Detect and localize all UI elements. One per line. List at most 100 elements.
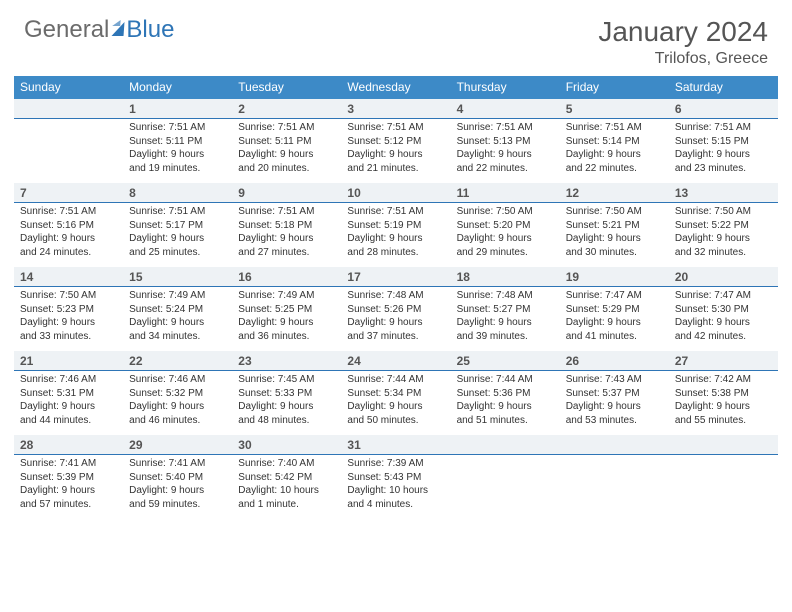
day-sunset: Sunset: 5:36 PM	[457, 387, 554, 401]
day-number: 5	[560, 99, 669, 118]
daynum-row: 123456	[14, 99, 778, 119]
day-number: 22	[123, 351, 232, 370]
day-number: 16	[232, 267, 341, 286]
day-cell: Sunrise: 7:46 AMSunset: 5:32 PMDaylight:…	[123, 371, 232, 435]
day-cell: Sunrise: 7:42 AMSunset: 5:38 PMDaylight:…	[669, 371, 778, 435]
day-d2: and 20 minutes.	[238, 162, 335, 176]
week-row: Sunrise: 7:51 AMSunset: 5:16 PMDaylight:…	[14, 203, 778, 267]
day-d2: and 37 minutes.	[347, 330, 444, 344]
day-sunrise: Sunrise: 7:51 AM	[457, 121, 554, 135]
day-sunrise: Sunrise: 7:47 AM	[675, 289, 772, 303]
day-d1: Daylight: 9 hours	[129, 400, 226, 414]
day-d2: and 51 minutes.	[457, 414, 554, 428]
day-d1: Daylight: 9 hours	[675, 400, 772, 414]
day-cell: Sunrise: 7:41 AMSunset: 5:39 PMDaylight:…	[14, 455, 123, 519]
day-cell: Sunrise: 7:48 AMSunset: 5:26 PMDaylight:…	[341, 287, 450, 351]
day-number: 10	[341, 183, 450, 202]
day-d1: Daylight: 9 hours	[20, 316, 117, 330]
day-sunrise: Sunrise: 7:46 AM	[20, 373, 117, 387]
day-number: 15	[123, 267, 232, 286]
weeks-container: 123456Sunrise: 7:51 AMSunset: 5:11 PMDay…	[14, 99, 778, 519]
day-sunrise: Sunrise: 7:47 AM	[566, 289, 663, 303]
day-d1: Daylight: 9 hours	[347, 232, 444, 246]
day-number: 13	[669, 183, 778, 202]
day-cell	[560, 455, 669, 519]
day-d2: and 39 minutes.	[457, 330, 554, 344]
title-block: January 2024 Trilofos, Greece	[598, 16, 768, 68]
day-sunset: Sunset: 5:21 PM	[566, 219, 663, 233]
day-sunrise: Sunrise: 7:50 AM	[20, 289, 117, 303]
day-d2: and 29 minutes.	[457, 246, 554, 260]
day-sunrise: Sunrise: 7:51 AM	[20, 205, 117, 219]
day-d2: and 32 minutes.	[675, 246, 772, 260]
day-sunrise: Sunrise: 7:49 AM	[129, 289, 226, 303]
day-sunrise: Sunrise: 7:51 AM	[347, 205, 444, 219]
day-sunset: Sunset: 5:29 PM	[566, 303, 663, 317]
day-number: 19	[560, 267, 669, 286]
day-cell: Sunrise: 7:51 AMSunset: 5:11 PMDaylight:…	[123, 119, 232, 183]
day-d1: Daylight: 9 hours	[566, 316, 663, 330]
day-sunrise: Sunrise: 7:51 AM	[129, 121, 226, 135]
day-sunset: Sunset: 5:40 PM	[129, 471, 226, 485]
day-number	[451, 435, 560, 454]
day-d1: Daylight: 9 hours	[457, 148, 554, 162]
day-sunrise: Sunrise: 7:51 AM	[129, 205, 226, 219]
day-cell: Sunrise: 7:51 AMSunset: 5:14 PMDaylight:…	[560, 119, 669, 183]
day-d1: Daylight: 9 hours	[129, 148, 226, 162]
day-d1: Daylight: 10 hours	[238, 484, 335, 498]
day-number	[14, 99, 123, 118]
day-sunrise: Sunrise: 7:45 AM	[238, 373, 335, 387]
day-d1: Daylight: 10 hours	[347, 484, 444, 498]
day-sunset: Sunset: 5:20 PM	[457, 219, 554, 233]
day-d2: and 19 minutes.	[129, 162, 226, 176]
day-sunrise: Sunrise: 7:51 AM	[566, 121, 663, 135]
daynum-row: 21222324252627	[14, 351, 778, 371]
day-sunrise: Sunrise: 7:49 AM	[238, 289, 335, 303]
dow-monday: Monday	[123, 76, 232, 99]
day-d2: and 36 minutes.	[238, 330, 335, 344]
week-row: Sunrise: 7:50 AMSunset: 5:23 PMDaylight:…	[14, 287, 778, 351]
day-number: 26	[560, 351, 669, 370]
day-d2: and 59 minutes.	[129, 498, 226, 512]
day-cell: Sunrise: 7:40 AMSunset: 5:42 PMDaylight:…	[232, 455, 341, 519]
day-d1: Daylight: 9 hours	[238, 400, 335, 414]
day-sunset: Sunset: 5:38 PM	[675, 387, 772, 401]
day-number: 31	[341, 435, 450, 454]
day-d1: Daylight: 9 hours	[347, 148, 444, 162]
day-d2: and 42 minutes.	[675, 330, 772, 344]
day-d2: and 23 minutes.	[675, 162, 772, 176]
day-sunrise: Sunrise: 7:39 AM	[347, 457, 444, 471]
day-d1: Daylight: 9 hours	[675, 148, 772, 162]
day-d2: and 50 minutes.	[347, 414, 444, 428]
day-d2: and 57 minutes.	[20, 498, 117, 512]
day-cell	[14, 119, 123, 183]
day-d1: Daylight: 9 hours	[20, 232, 117, 246]
day-cell	[451, 455, 560, 519]
day-sunrise: Sunrise: 7:51 AM	[238, 205, 335, 219]
day-number: 6	[669, 99, 778, 118]
day-cell: Sunrise: 7:41 AMSunset: 5:40 PMDaylight:…	[123, 455, 232, 519]
brand-logo: General Blue	[24, 16, 174, 44]
day-sunrise: Sunrise: 7:48 AM	[347, 289, 444, 303]
day-d1: Daylight: 9 hours	[238, 232, 335, 246]
day-number: 18	[451, 267, 560, 286]
day-cell: Sunrise: 7:44 AMSunset: 5:34 PMDaylight:…	[341, 371, 450, 435]
day-number: 25	[451, 351, 560, 370]
day-sunset: Sunset: 5:15 PM	[675, 135, 772, 149]
day-d1: Daylight: 9 hours	[347, 316, 444, 330]
dow-thursday: Thursday	[451, 76, 560, 99]
day-d1: Daylight: 9 hours	[238, 148, 335, 162]
day-sunrise: Sunrise: 7:42 AM	[675, 373, 772, 387]
day-cell: Sunrise: 7:48 AMSunset: 5:27 PMDaylight:…	[451, 287, 560, 351]
day-cell: Sunrise: 7:51 AMSunset: 5:11 PMDaylight:…	[232, 119, 341, 183]
day-cell: Sunrise: 7:50 AMSunset: 5:21 PMDaylight:…	[560, 203, 669, 267]
day-d1: Daylight: 9 hours	[566, 148, 663, 162]
day-d2: and 22 minutes.	[566, 162, 663, 176]
page-header: General Blue January 2024 Trilofos, Gree…	[0, 0, 792, 76]
day-sunset: Sunset: 5:37 PM	[566, 387, 663, 401]
brand-part2: Blue	[126, 16, 174, 44]
day-d1: Daylight: 9 hours	[457, 232, 554, 246]
day-d2: and 24 minutes.	[20, 246, 117, 260]
day-d1: Daylight: 9 hours	[129, 316, 226, 330]
day-sunset: Sunset: 5:42 PM	[238, 471, 335, 485]
